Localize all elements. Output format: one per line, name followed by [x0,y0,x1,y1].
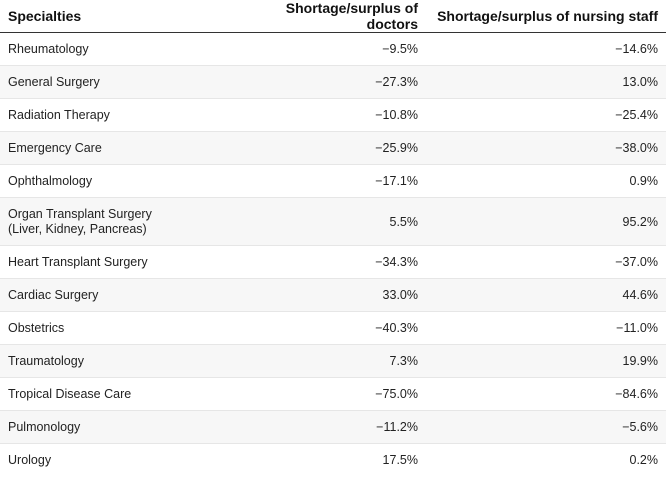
cell-doctors: 33.0% [226,278,426,312]
specialties-table: Specialties Shortage/surplus of doctors … [0,0,666,477]
cell-doctors: −9.5% [226,32,426,66]
table-row: Emergency Care −25.9% −38.0% [0,131,666,165]
cell-nursing: 44.6% [426,278,666,312]
header-doctors: Shortage/surplus of doctors [226,0,426,33]
header-specialties: Specialties [0,0,226,33]
cell-nursing: −25.4% [426,98,666,132]
cell-nursing: 19.9% [426,344,666,378]
cell-nursing: 0.2% [629,453,659,468]
table-row: Ophthalmology −17.1% 0.9% [0,164,666,198]
cell-doctors: −10.8% [226,98,426,132]
cell-nursing: 0.9% [426,164,666,198]
cell-nursing: −14.6% [426,32,666,66]
cell-doctors: −25.9% [226,131,426,165]
table-row: Rheumatology −9.5% −14.6% [0,32,666,66]
cell-specialty: Radiation Therapy [0,98,226,132]
header-row: Specialties Shortage/surplus of doctors … [0,0,666,33]
cell-nursing: −84.6% [426,377,666,411]
cell-specialty: Obstetrics [0,311,226,345]
table-row: Tropical Disease Care −75.0% −84.6% [0,377,666,411]
cell-doctors: −27.3% [226,65,426,99]
cell-specialty: Urology [8,452,52,467]
table-body: Rheumatology −9.5% −14.6% General Surgery −2… [0,32,666,477]
cell-specialty: Heart Transplant Surgery [0,245,226,279]
cell-nursing: −5.6% [426,410,666,444]
cell-doctors: 17.5% [382,453,418,468]
cell-doctors: −11.2% [226,410,426,444]
cell-nursing: 95.2% [426,197,666,246]
cell-specialty: General Surgery [0,65,226,99]
cell-doctors: 7.3% [226,344,426,378]
table-row: Heart Transplant Surgery −34.3% −37.0% [0,245,666,279]
cell-doctors: −34.3% [226,245,426,279]
table-row: Obstetrics −40.3% −11.0% [0,311,666,345]
cell-nursing: −11.0% [426,311,666,345]
table-header: Specialties Shortage/surplus of doctors … [0,0,666,33]
cell-specialty: Ophthalmology [0,164,226,198]
table-row: Radiation Therapy −10.8% −25.4% [0,98,666,132]
cell-doctors: −75.0% [226,377,426,411]
table-row: Traumatology 7.3% 19.9% [0,344,666,378]
cell-specialty: Traumatology [0,344,226,378]
table-row: Cardiac Surgery 33.0% 44.6% [0,278,666,312]
cell-specialty: Emergency Care [0,131,226,165]
cell-specialty: Cardiac Surgery [0,278,226,312]
header-nursing: Shortage/surplus of nursing staff [426,0,666,33]
cell-doctors: −17.1% [226,164,426,198]
cell-nursing: −37.0% [426,245,666,279]
cell-doctors: −40.3% [226,311,426,345]
table-row: Pulmonology −11.2% −5.6% [0,410,666,444]
cell-doctors: 5.5% [226,197,426,246]
cell-nursing: −38.0% [426,131,666,165]
cell-specialty: Tropical Disease Care [0,377,226,411]
table-row: Urology 17.5% 0.2% [0,444,666,477]
cell-specialty: Pulmonology [0,410,226,444]
cell-specialty: Organ Transplant Surgery (Liver, Kidney,… [0,197,226,246]
table-row: Organ Transplant Surgery (Liver, Kidney,… [0,197,666,246]
table-row: General Surgery −27.3% 13.0% [0,65,666,99]
cell-specialty: Rheumatology [0,32,226,66]
cell-nursing: 13.0% [426,65,666,99]
